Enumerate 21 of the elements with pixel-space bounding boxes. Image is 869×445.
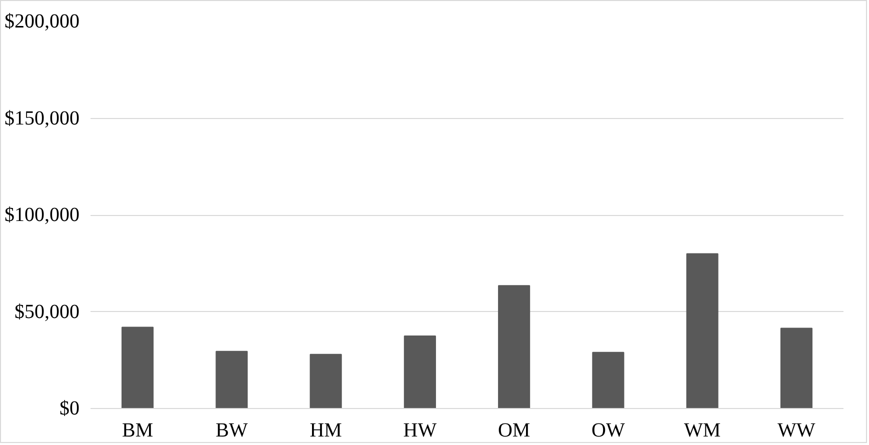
bar	[780, 328, 812, 408]
bar	[404, 335, 436, 408]
x-tick-label: OW	[592, 420, 625, 442]
x-tick-label: OM	[498, 420, 530, 442]
x-tick-label: WW	[778, 420, 816, 442]
bar	[498, 285, 530, 408]
y-tick-label: $150,000	[4, 107, 80, 130]
x-tick-label: BM	[122, 420, 154, 442]
bar	[686, 253, 718, 408]
x-tick-label: WM	[684, 420, 721, 442]
x-tick-label: HM	[310, 420, 342, 442]
bar	[310, 354, 342, 408]
x-tick-label: BW	[216, 420, 248, 442]
bar	[592, 352, 624, 408]
x-tick-label: HW	[403, 420, 437, 442]
bar	[216, 350, 248, 408]
y-tick-label: $200,000	[4, 10, 80, 32]
bar	[122, 326, 154, 408]
y-tick-label: $0	[60, 398, 80, 420]
y-tick-label: $50,000	[14, 300, 80, 323]
y-tick-label: $100,000	[4, 204, 80, 226]
